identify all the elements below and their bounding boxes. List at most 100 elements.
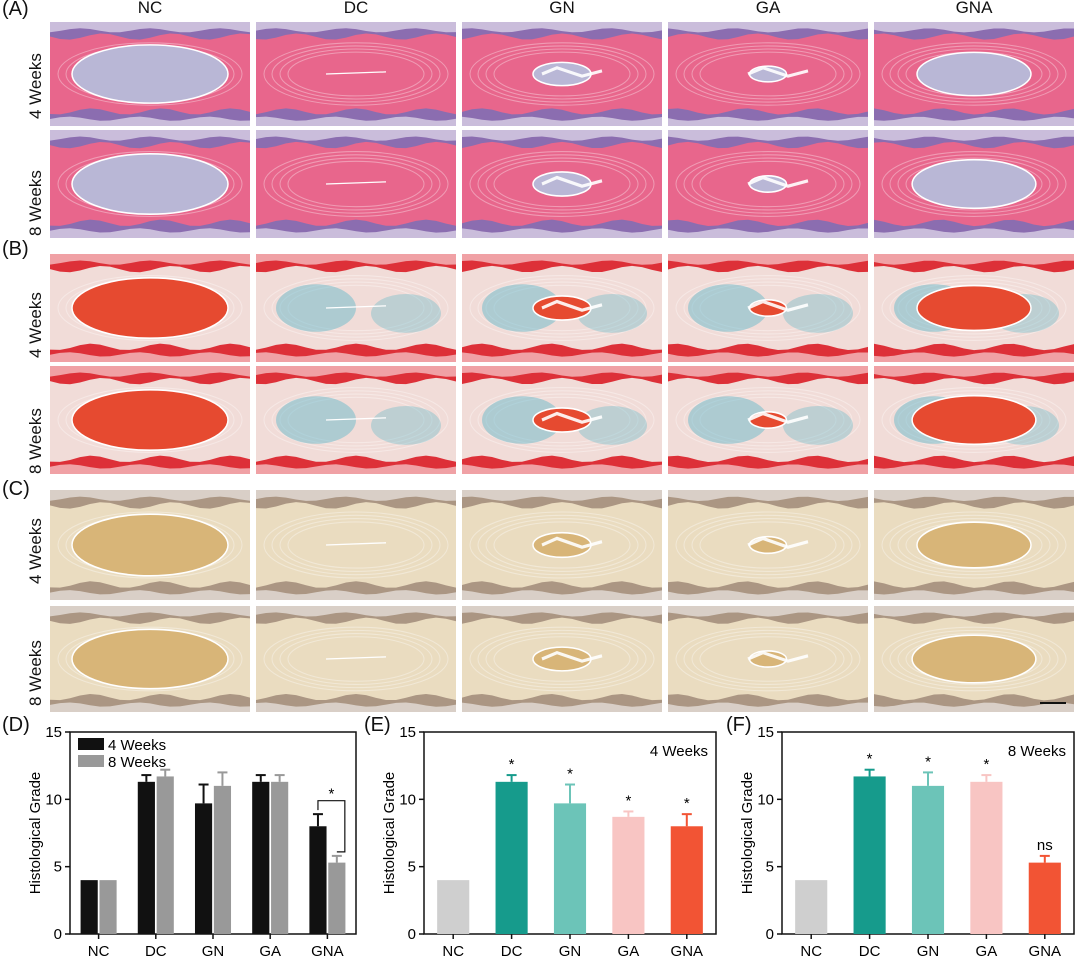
histology-tile-he-gna-8w [874,130,1074,238]
column-header-gna: GNA [955,0,993,17]
bar-dc [853,776,886,934]
x-tick-label: GA [259,943,281,957]
significance-mark: * [328,786,334,803]
legend-swatch [78,738,104,750]
bar-4-weeks-ga [252,781,270,934]
x-tick-label: DC [859,943,881,957]
legend-label: 4 Weeks [108,737,166,754]
significance-mark: ns [1037,837,1053,854]
y-tick-label: 0 [766,926,774,943]
bar-4-weeks-gn [194,803,213,934]
bar-4-weeks-gna [309,826,327,934]
bar-8-weeks-ga [271,781,289,934]
x-tick-label: GA [976,943,998,957]
x-tick-label: NC [442,943,464,957]
histology-tile-so-dc-8w [256,366,456,474]
row-label-c-4w: 4 Weeks [26,518,45,584]
y-tick-label: 15 [45,724,62,741]
significance-mark: * [684,795,690,812]
column-header-nc: NC [137,0,163,17]
x-tick-label: GN [917,943,940,957]
y-tick-label: 10 [757,791,774,808]
chart-f: 0 5 10 15 Histological Grade NC DC GN GA GNA * * * ns… [724,720,1080,957]
bar-4-weeks-dc [137,781,155,934]
bar-8-weeks-dc [156,776,174,934]
x-tick-label: NC [88,943,110,957]
x-tick-label: GA [618,943,640,957]
y-axis-label: Histological Grade [739,772,756,895]
column-header-gn: GN [549,0,575,17]
histology-tile-he-nc-4w [50,22,250,126]
bar-gna [1028,862,1061,934]
x-tick-label: GN [202,943,225,957]
histology-tile-he-gn-4w [462,22,662,126]
y-tick-label: 10 [45,791,62,808]
histology-tile-ihc-gn-4w [462,490,662,600]
histology-tile-ihc-nc-8w [50,606,250,712]
row-label-c-8w: 8 Weeks [26,640,45,706]
legend-label: 8 Weeks [108,754,166,771]
x-tick-label: GNA [1029,943,1062,957]
bar-8-weeks-gna [328,862,346,934]
bar-4-weeks-nc [80,880,98,934]
histology-tile-so-nc-8w [50,366,250,474]
y-tick-label: 15 [399,724,416,741]
histology-tile-ihc-gn-8w [462,606,662,712]
histology-tile-ihc-dc-8w [256,606,456,712]
histology-tile-ihc-nc-4w [50,490,250,600]
histology-tile-he-gna-4w [874,22,1074,126]
chart-e: 0 5 10 15 Histological Grade NC DC GN GA GNA * * * * 4… [362,720,724,957]
y-tick-label: 15 [757,724,774,741]
histology-tile-ihc-ga-4w [668,490,868,600]
histology-tile-so-nc-4w [50,254,250,362]
row-label-b-8w: 8 Weeks [26,408,45,474]
histology-tile-ihc-gna-4w [874,490,1074,600]
y-tick-label: 5 [54,859,62,876]
histology-tile-so-gn-4w [462,254,662,362]
significance-bracket [317,800,346,853]
chart-title: 8 Weeks [1008,743,1066,760]
histology-tile-ihc-dc-4w [256,490,456,600]
x-tick-label: DC [501,943,523,957]
significance-mark: * [867,751,873,768]
bar-ga [970,781,1003,934]
histology-tile-so-dc-4w [256,254,456,362]
bar-ga [612,816,645,934]
histology-tile-so-gn-8w [462,366,662,474]
histology-tile-he-dc-4w [256,22,456,126]
bar-8-weeks-gn [213,785,232,934]
significance-mark: * [567,766,573,783]
column-header-dc: DC [343,0,369,17]
y-axis-label: Histological Grade [27,772,44,895]
panel-label-c: (C) [2,478,30,500]
histology-tile-he-ga-4w [668,22,868,126]
y-tick-label: 10 [399,791,416,808]
chart-d: 0 5 10 15 Histological Grade NC DC GN GA GNA 4 Wee… [0,720,362,957]
significance-mark: * [625,792,631,809]
bar-gna [670,826,703,934]
y-tick-label: 5 [766,859,774,876]
panel-label-f: (F) [726,714,752,736]
histology-tile-he-gn-8w [462,130,662,238]
bar-gn [911,785,945,934]
x-tick-label: GNA [311,943,344,957]
histology-tile-so-ga-8w [668,366,868,474]
histology-tile-so-gna-8w [874,366,1074,474]
significance-mark: * [983,756,989,773]
row-label-a-4w: 4 Weeks [26,53,45,119]
y-tick-label: 0 [408,926,416,943]
histology-tile-he-nc-8w [50,130,250,238]
histology-tile-he-dc-8w [256,130,456,238]
significance-mark: * [509,756,515,773]
histology-tile-ihc-gna-8w [874,606,1074,712]
panel-label-b: (B) [2,238,29,260]
bar-nc [437,880,470,934]
bar-gn [553,803,587,934]
scale-bar [1040,702,1066,704]
bar-nc [795,880,828,934]
bar-8-weeks-nc [99,880,117,934]
panel-label-a: (A) [2,0,29,20]
histology-tile-ihc-ga-8w [668,606,868,712]
histology-tile-so-gna-4w [874,254,1074,362]
y-tick-label: 0 [54,926,62,943]
